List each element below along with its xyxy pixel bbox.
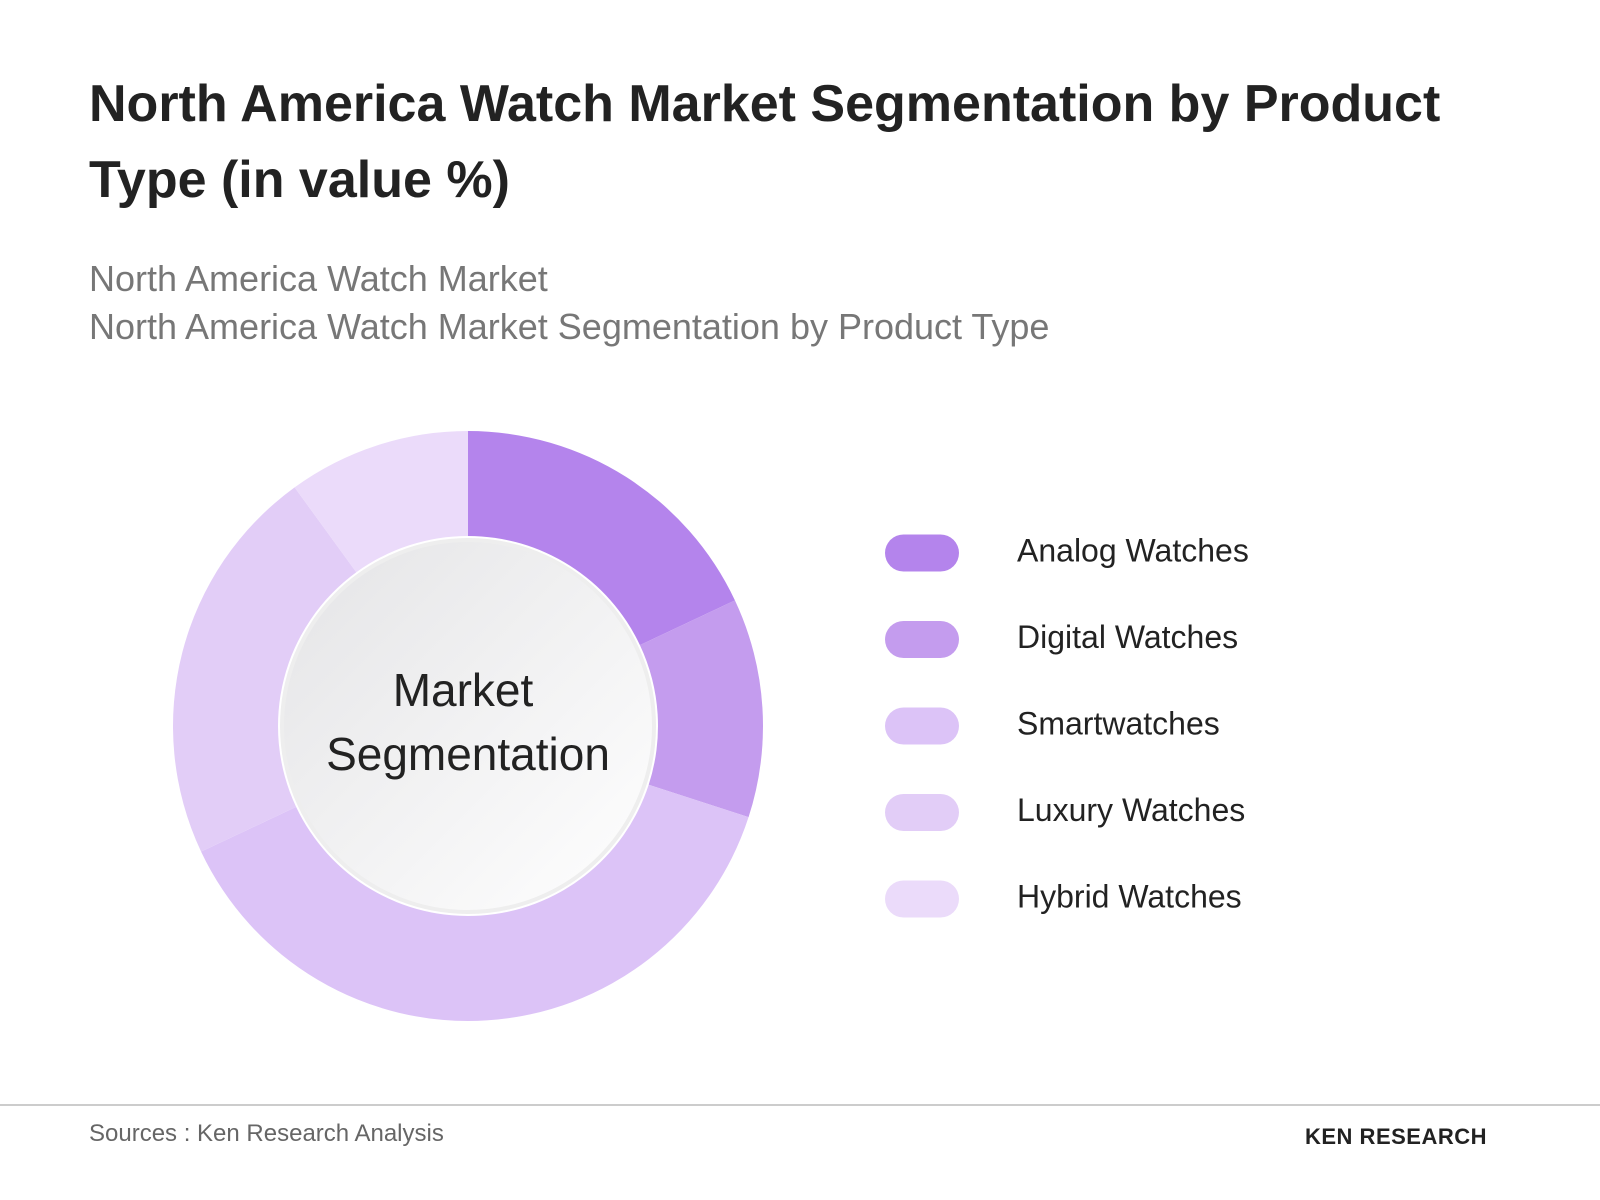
- source-note: Sources : Ken Research Analysis: [89, 1120, 444, 1147]
- center-disc: [280, 538, 656, 914]
- footer-rule: [0, 1104, 1600, 1106]
- center-label: Market: [393, 664, 534, 716]
- legend-label: Hybrid Watches: [1017, 878, 1242, 914]
- legend-swatch: [885, 794, 959, 831]
- donut-segment: [468, 431, 735, 646]
- subtitle: North America Watch Market: [89, 258, 548, 299]
- donut-segment: [201, 784, 749, 1021]
- legend-label: Luxury Watches: [1017, 792, 1245, 828]
- center-label: Segmentation: [326, 728, 610, 780]
- legend-label: Smartwatches: [1017, 705, 1220, 741]
- chart: Market Segmentation Analog Watches Digital …: [173, 431, 1249, 1021]
- legend-swatch: [885, 621, 959, 658]
- subtitle: North America Watch Market Segmentation …: [89, 306, 1050, 347]
- logo: KEN RESEARCH: [1305, 1124, 1488, 1149]
- legend-label: Analog Watches: [1017, 532, 1249, 568]
- donut-segment: [173, 487, 357, 852]
- chart-title: North America Watch Market Segmentation …: [89, 75, 1441, 209]
- legend-swatch: [885, 707, 959, 745]
- donut-segment: [639, 600, 763, 818]
- donut-segment: [294, 431, 468, 573]
- legend-swatch: [885, 534, 959, 572]
- legend-swatch: [885, 880, 959, 918]
- legend-label: Digital Watches: [1017, 619, 1238, 655]
